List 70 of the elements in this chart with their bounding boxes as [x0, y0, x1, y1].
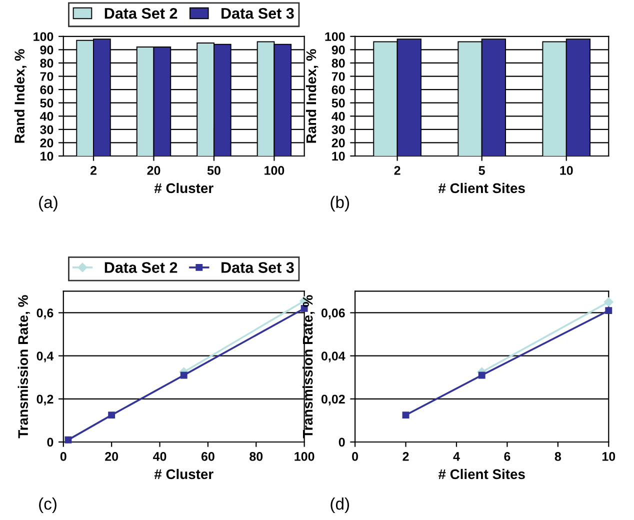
x-tick-label: 20 — [147, 166, 160, 175]
y-tick-label: 60 — [40, 85, 54, 94]
x-axis-title: # Cluster — [154, 468, 214, 480]
y-tick-label: 90 — [332, 45, 345, 54]
y-tick-label: 0,04 — [321, 352, 346, 362]
y-tick-label: 100 — [34, 32, 54, 42]
x-axis-title: # Client Sites — [438, 468, 525, 480]
y-tick-label: 70 — [332, 72, 345, 81]
y-tick-label: 30 — [40, 125, 54, 134]
legend-label: Data Set 2 — [104, 8, 178, 19]
x-tick-label: 60 — [201, 452, 214, 461]
y-tick-label: 50 — [40, 98, 54, 108]
legend-label: Data Set 3 — [222, 8, 294, 19]
y-tick-label: 80 — [40, 58, 54, 68]
y-tick-label: 0,4 — [36, 352, 54, 362]
point — [605, 307, 612, 314]
text: (d) — [330, 498, 350, 514]
y-tick-label: 100 — [325, 32, 345, 42]
y-tick-label: 10 — [40, 152, 54, 161]
x-tick-label: 2 — [402, 452, 409, 461]
x-tick-label: 10 — [602, 452, 616, 461]
x-tick-label: 40 — [153, 452, 166, 461]
point — [478, 372, 486, 379]
y-tick-label: 60 — [332, 85, 345, 94]
x-tick-label: 8 — [554, 452, 562, 461]
text: (a) — [39, 196, 58, 212]
x-tick-label: 6 — [504, 452, 510, 461]
y-tick-label: 20 — [332, 138, 345, 148]
y-axis-title: Rand Index, % — [14, 49, 27, 143]
text: (b) — [330, 196, 350, 212]
y-tick-label: 0,2 — [36, 394, 54, 406]
y-tick-label: 0,06 — [321, 308, 345, 320]
x-tick-label: 5 — [478, 166, 485, 175]
legend-label: Data Set 3 — [222, 262, 294, 273]
y-axis-title: Transmission Rate, % — [302, 295, 315, 438]
y-tick-label: 80 — [332, 58, 345, 68]
y-axis-title: Rand Index, % — [306, 49, 318, 143]
y-tick-label: 40 — [40, 112, 54, 121]
x-tick-label: 100 — [264, 166, 284, 175]
x-tick-label: 2 — [90, 166, 96, 175]
x-axis-title: # Cluster — [154, 182, 214, 194]
x-tick-label: 10 — [560, 166, 573, 175]
y-tick-label: 70 — [40, 72, 54, 81]
point — [180, 372, 188, 379]
point — [108, 412, 116, 419]
x-tick-label: 100 — [294, 452, 314, 461]
point — [604, 297, 614, 307]
y-tick-label: 50 — [332, 98, 345, 108]
y-tick-label: 40 — [332, 112, 345, 121]
text: (c) — [39, 498, 56, 514]
x-tick-label: 2 — [394, 166, 400, 175]
y-tick-label: 10 — [332, 152, 345, 161]
x-tick-label: 0 — [60, 452, 66, 461]
point — [64, 436, 72, 444]
x-tick-label: 80 — [250, 452, 263, 461]
y-tick-label: 0 — [338, 438, 345, 447]
x-tick-label: 50 — [207, 166, 220, 175]
y-tick-label: 0,02 — [321, 394, 345, 406]
x-tick-label: 0 — [352, 452, 358, 461]
y-tick-label: 20 — [40, 138, 54, 148]
point — [402, 412, 410, 419]
y-tick-label: 30 — [332, 125, 345, 134]
y-tick-label: 0 — [47, 438, 54, 447]
y-tick-label: 0,6 — [36, 308, 54, 320]
x-tick-label: 20 — [105, 452, 118, 461]
y-axis-title: Transmission Rate, % — [18, 295, 30, 438]
y-tick-label: 90 — [40, 45, 54, 54]
x-axis-title: # Client Sites — [438, 182, 525, 194]
legend-label: Data Set 2 — [104, 262, 178, 273]
x-tick-label: 4 — [453, 452, 460, 461]
